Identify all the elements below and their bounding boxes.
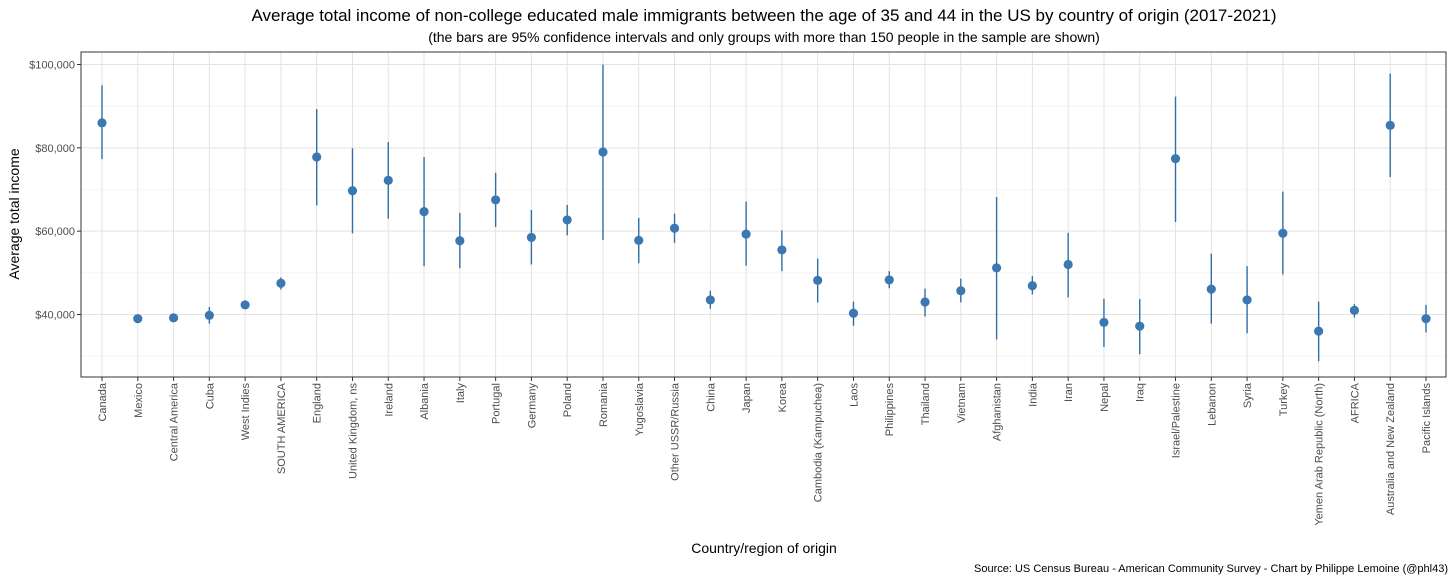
chart-subtitle: (the bars are 95% confidence intervals a… bbox=[428, 29, 1100, 45]
data-point bbox=[1063, 259, 1073, 270]
plot-panel bbox=[80, 51, 1447, 378]
data-point bbox=[347, 186, 358, 196]
data-point bbox=[956, 286, 966, 296]
data-point bbox=[920, 297, 930, 307]
chart-title: Average total income of non-college educ… bbox=[251, 6, 1276, 25]
data-point bbox=[1349, 305, 1360, 315]
data-point bbox=[133, 314, 143, 324]
data-point bbox=[1421, 314, 1431, 324]
x-tick-label: England bbox=[312, 383, 324, 423]
x-tick-label: Ireland bbox=[383, 383, 395, 417]
data-point bbox=[741, 229, 751, 239]
data-point bbox=[562, 215, 572, 225]
data-point bbox=[455, 236, 465, 246]
x-tick-label: Syria bbox=[1242, 382, 1254, 408]
data-point bbox=[848, 308, 859, 318]
data-point bbox=[204, 310, 214, 320]
x-tick-label: Cambodia (Kampuchea) bbox=[813, 383, 825, 502]
data-point bbox=[634, 235, 644, 245]
panel-background bbox=[81, 52, 1446, 377]
x-tick-label: Albania bbox=[419, 382, 431, 420]
x-tick-label: Yugoslavia bbox=[634, 382, 646, 436]
x-tick-label: China bbox=[705, 382, 717, 412]
x-tick-label: Thailand bbox=[920, 383, 932, 425]
x-tick-label: Korea bbox=[777, 382, 789, 412]
data-point bbox=[1099, 317, 1109, 328]
x-tick-label: Mexico bbox=[133, 383, 145, 418]
data-point bbox=[97, 118, 107, 128]
panel-border bbox=[80, 51, 1447, 378]
x-tick-label: Iran bbox=[1063, 383, 1075, 402]
data-point bbox=[991, 263, 1002, 273]
data-point bbox=[1278, 228, 1288, 238]
data-point bbox=[240, 300, 250, 310]
x-tick-label: AFRICA bbox=[1349, 382, 1361, 423]
data-point bbox=[312, 152, 322, 162]
x-tick-label: Afghanistan bbox=[992, 383, 1004, 441]
x-tick-label: Cuba bbox=[204, 382, 216, 409]
x-tick-label: Iraq bbox=[1135, 383, 1147, 402]
x-tick-label: Turkey bbox=[1278, 383, 1290, 417]
x-tick-label: West Indies bbox=[240, 383, 252, 441]
data-point bbox=[526, 232, 537, 243]
x-tick-label: Philippines bbox=[884, 383, 896, 437]
data-point bbox=[491, 195, 501, 205]
x-tick-label: Portugal bbox=[491, 383, 503, 424]
x-axis: Canada Mexico Central America Cuba West Indi… bbox=[97, 377, 1433, 526]
data-point bbox=[383, 175, 393, 185]
data-point bbox=[669, 223, 680, 233]
x-tick-label: Other USSR/Russia bbox=[670, 382, 682, 481]
y-tick-label: $80,000 bbox=[35, 143, 75, 155]
data-point bbox=[1027, 281, 1037, 291]
x-tick-label: Italy bbox=[455, 383, 467, 404]
data-point bbox=[777, 245, 787, 255]
data-point bbox=[168, 313, 179, 323]
source-note: Source: US Census Bureau - American Comm… bbox=[974, 563, 1448, 575]
data-point bbox=[1206, 284, 1216, 294]
x-tick-label: Vietnam bbox=[956, 383, 968, 423]
y-tick-label: $60,000 bbox=[35, 226, 75, 238]
y-tick-label: $100,000 bbox=[29, 60, 75, 72]
data-point bbox=[1242, 295, 1252, 305]
x-tick-label: Nepal bbox=[1099, 383, 1111, 412]
x-tick-label: Poland bbox=[562, 383, 574, 417]
x-tick-label: Yemen Arab Republic (North) bbox=[1314, 383, 1326, 526]
x-tick-label: India bbox=[1027, 382, 1039, 407]
x-tick-label: Australia and New Zealand bbox=[1385, 383, 1397, 515]
data-point bbox=[884, 275, 894, 285]
data-point bbox=[1314, 326, 1324, 336]
x-tick-label: Pacific Islands bbox=[1421, 383, 1433, 454]
x-tick-label: Germany bbox=[526, 383, 538, 429]
data-point bbox=[276, 278, 286, 288]
y-axis-title: Average total income bbox=[6, 148, 22, 279]
data-point bbox=[598, 147, 608, 157]
y-tick-label: $40,000 bbox=[35, 310, 75, 322]
x-tick-label: Israel/Palestine bbox=[1171, 383, 1183, 458]
x-tick-label: Canada bbox=[97, 382, 109, 421]
data-point bbox=[813, 275, 823, 285]
x-tick-label: Central America bbox=[169, 382, 181, 461]
data-point bbox=[705, 295, 715, 305]
y-axis: $40,000 $60,000 $80,000 $100,000 bbox=[29, 60, 81, 322]
x-tick-label: Japan bbox=[741, 383, 753, 413]
x-axis-title: Country/region of origin bbox=[691, 540, 837, 556]
x-tick-label: SOUTH AMERICA bbox=[276, 382, 288, 474]
x-tick-label: United Kingdom, ns bbox=[347, 383, 359, 479]
data-point bbox=[1385, 120, 1395, 130]
x-tick-label: Romania bbox=[598, 382, 610, 427]
data-points bbox=[97, 118, 1431, 336]
data-point bbox=[1135, 321, 1145, 331]
x-tick-label: Laos bbox=[848, 383, 860, 407]
data-point bbox=[419, 206, 429, 217]
data-point bbox=[1170, 154, 1181, 164]
x-tick-label: Lebanon bbox=[1206, 383, 1218, 426]
